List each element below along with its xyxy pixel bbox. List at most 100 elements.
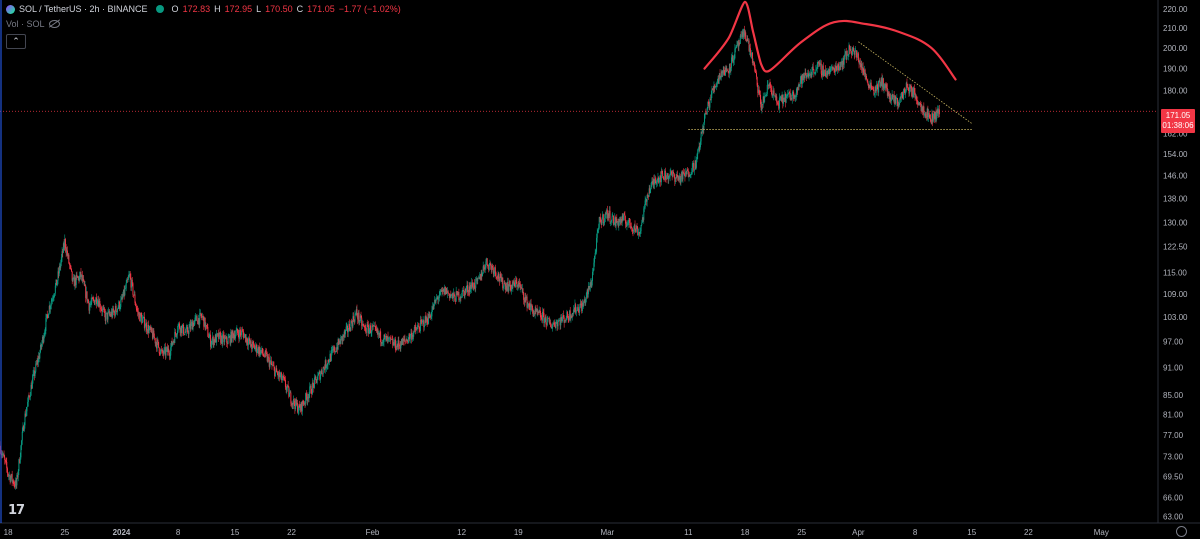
- candle-body: [579, 306, 581, 313]
- candle-body: [52, 297, 54, 300]
- candle-body: [112, 308, 114, 312]
- gear-icon[interactable]: [1176, 526, 1187, 537]
- candle-body: [486, 258, 488, 262]
- candle-body: [18, 459, 20, 471]
- price-axis[interactable]: 220.00 210.00 200.00 190.00 180.00 162.00 154.…: [1163, 5, 1188, 521]
- candle-body: [134, 294, 136, 303]
- candle-body: [85, 285, 87, 298]
- candle-body: [301, 401, 303, 412]
- candle-body: [255, 344, 257, 353]
- candle-body: [135, 305, 137, 309]
- candle-body: [20, 445, 22, 458]
- candle-body: [504, 283, 506, 284]
- candle-body: [921, 106, 923, 113]
- candle-body: [388, 337, 390, 339]
- candle-body: [271, 364, 273, 366]
- candle-body: [436, 297, 438, 299]
- candle-body: [88, 303, 90, 311]
- candle-body: [544, 318, 546, 324]
- candle-body: [494, 267, 496, 272]
- candle-body: [727, 70, 729, 72]
- candle-body: [138, 313, 140, 315]
- candle-body: [459, 299, 461, 301]
- candle-body: [234, 334, 236, 339]
- candle-body: [882, 78, 884, 87]
- hide-eye-icon[interactable]: [48, 20, 60, 28]
- candle-body: [167, 348, 169, 352]
- candle-body: [184, 331, 186, 335]
- candle-body: [875, 87, 877, 91]
- candle-body: [750, 55, 752, 56]
- candle-body: [356, 309, 358, 316]
- candle-body: [137, 311, 139, 315]
- candle-body: [47, 314, 49, 318]
- candle-body: [793, 95, 795, 99]
- candle-body: [44, 332, 46, 337]
- candle-body: [910, 84, 912, 89]
- candle-body: [706, 113, 708, 115]
- candle-body: [814, 72, 816, 74]
- candle-body: [53, 296, 55, 298]
- candle-body: [293, 398, 295, 405]
- candle-body: [629, 218, 631, 223]
- candle-body: [3, 453, 5, 458]
- candle-body: [467, 291, 469, 293]
- candle-body: [205, 325, 207, 329]
- candle-body: [77, 276, 79, 278]
- candle-body: [737, 41, 739, 46]
- collapse-legend-button[interactable]: ⌃: [6, 34, 26, 49]
- candle-body: [925, 113, 927, 117]
- candle-body: [155, 342, 157, 344]
- candle-body: [498, 278, 500, 282]
- candle-body: [624, 214, 626, 221]
- candle-body: [81, 274, 83, 281]
- candle-body: [728, 71, 730, 74]
- candle-body: [148, 328, 150, 333]
- candle-body: [87, 299, 89, 304]
- candle-body: [581, 302, 583, 312]
- candle-body: [45, 318, 47, 332]
- candle-body: [203, 317, 205, 327]
- candle-body: [927, 108, 929, 118]
- candle-body: [55, 279, 57, 286]
- descending-trendline[interactable]: [858, 41, 972, 124]
- candle-body: [583, 302, 585, 307]
- candle-body: [926, 108, 928, 118]
- candle-body: [811, 70, 813, 77]
- candle-body: [39, 344, 41, 353]
- candle-body: [857, 53, 859, 58]
- candle-body: [777, 103, 779, 105]
- candle-body: [404, 338, 406, 341]
- symbol-title[interactable]: SOL / TetherUS · 2h · BINANCE: [19, 4, 148, 14]
- candle-body: [17, 475, 19, 478]
- candle-body: [794, 95, 796, 98]
- candle-body: [33, 370, 35, 377]
- head-and-shoulders-drawing[interactable]: [703, 0, 957, 81]
- candle-body: [762, 104, 764, 105]
- candle-body: [105, 313, 107, 321]
- candle-body: [908, 87, 910, 94]
- candle-body: [691, 163, 693, 173]
- candle-body: [578, 312, 580, 313]
- candle-body: [527, 303, 529, 308]
- candle-body: [575, 310, 577, 313]
- candle-body: [182, 324, 184, 327]
- volume-legend[interactable]: Vol · SOL: [6, 19, 60, 29]
- candle-body: [878, 80, 880, 93]
- candle-body: [693, 163, 695, 171]
- candle-body: [127, 279, 129, 280]
- time-axis[interactable]: 18 25 2024 8 15 22 Feb 12 19 Mar 11 18 25 Apr 8 15 22 May: [4, 528, 1109, 537]
- candle-body: [730, 67, 732, 71]
- candle-body: [307, 397, 309, 399]
- candle-body: [196, 316, 198, 322]
- candle-body: [334, 346, 336, 353]
- candle-body: [108, 311, 110, 313]
- drawings-group[interactable]: [0, 0, 1158, 130]
- price-axis-label: 85.00: [1163, 391, 1184, 400]
- tradingview-logo-icon[interactable]: 17: [8, 503, 25, 518]
- candle-body: [90, 302, 92, 305]
- candle-body: [534, 309, 536, 315]
